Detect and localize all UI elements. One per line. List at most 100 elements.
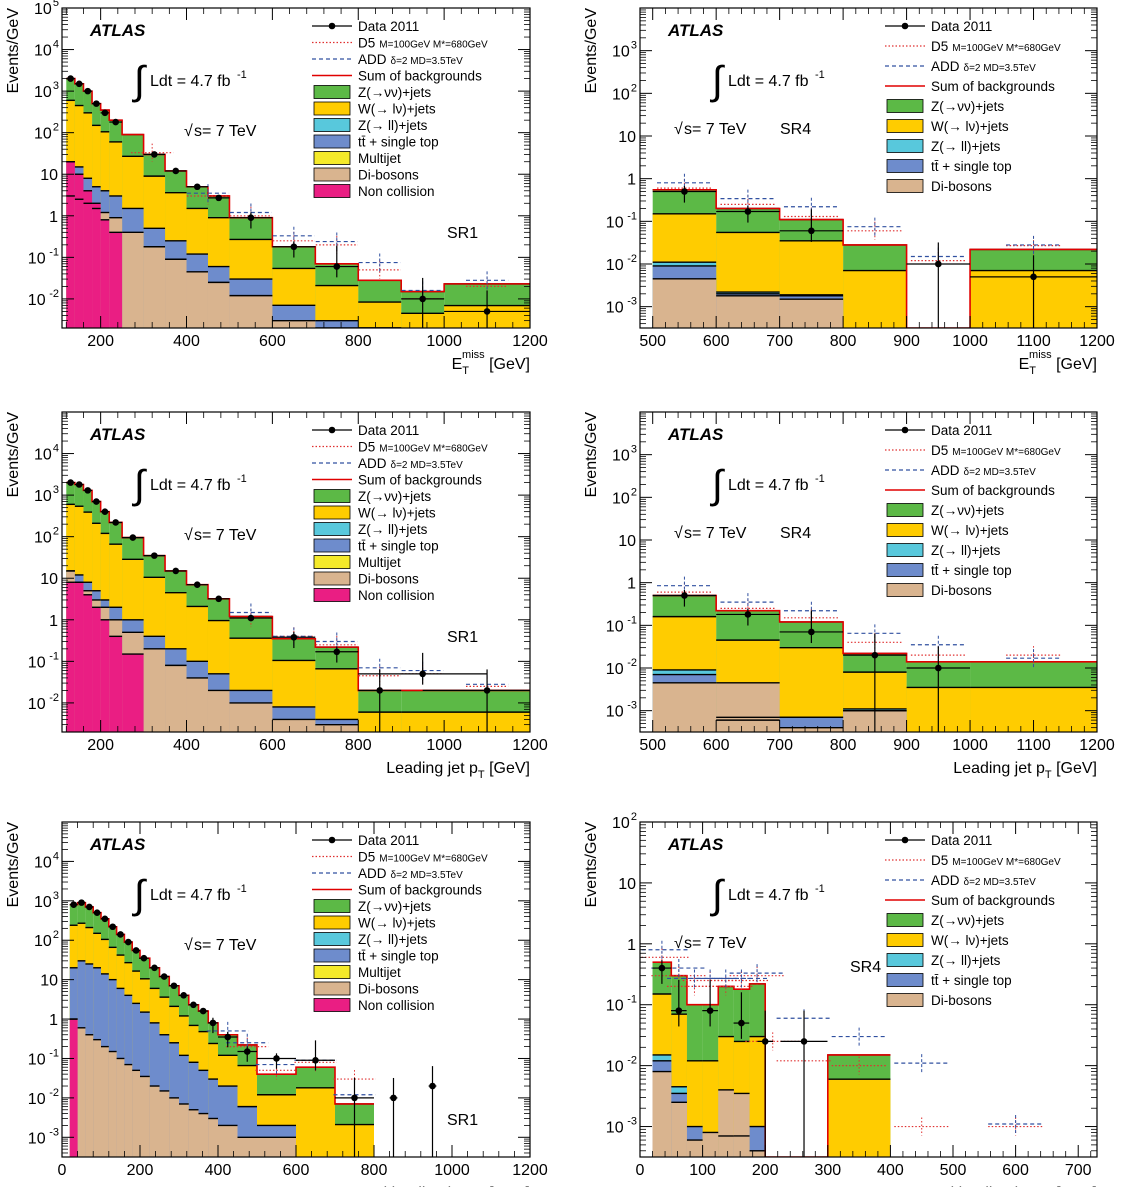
data-point: [247, 614, 255, 622]
y-tick-exponent: 2: [631, 82, 637, 94]
diboson-area: [272, 320, 316, 328]
y-tick-exponent: -2: [49, 288, 59, 300]
legend-label: Di-bosons: [931, 179, 992, 194]
legend-data-marker: [328, 22, 336, 30]
y-axis-label: Events/GeV: [583, 8, 600, 94]
diboson-area: [237, 1137, 257, 1157]
y-tick-exponent: -3: [627, 296, 637, 308]
y-tick-exponent: -1: [49, 1047, 59, 1059]
data-point: [151, 964, 158, 972]
diboson-area: [652, 682, 717, 732]
y-tick-exponent: -1: [627, 210, 637, 222]
diboson-area: [143, 648, 166, 732]
data-point: [93, 909, 101, 916]
noncollision-area: [74, 174, 84, 328]
diboson-area: [652, 278, 717, 328]
diboson-area: [207, 282, 230, 328]
x-axis-label: Leading jet pT [GeV]: [386, 760, 530, 781]
legend-swatch-diboson: [886, 583, 924, 597]
x-label-units: [GeV]: [1052, 760, 1097, 777]
integral-sign: ∫: [710, 463, 726, 507]
luminosity-exponent: -1: [815, 883, 825, 895]
y-tick-exponent: 2: [53, 122, 59, 134]
noncollision-area: [92, 607, 101, 732]
x-tick-label: 1000: [952, 737, 988, 754]
data-point: [808, 628, 815, 636]
legend-swatch-ttbar: [313, 948, 351, 963]
plot-area: [640, 940, 1044, 1157]
x-tick-label: 1200: [512, 737, 548, 754]
data-point: [132, 947, 140, 954]
x-axis: 200 400 600 800 1000 1200: [65, 412, 548, 754]
sqrt-sign: √: [674, 935, 683, 952]
atlas-label: ATLAS: [667, 835, 724, 854]
legend-swatch-multijet: [313, 555, 351, 569]
legend-swatch-zvv: [313, 85, 351, 99]
legend-label: Z(→ ll)+jets: [358, 118, 428, 133]
noncollision-area: [109, 232, 123, 328]
legend-label: Non collision: [358, 998, 435, 1013]
legend-small-label: M=100GeV M*=680GeV: [379, 854, 488, 865]
integral-sign: ∫: [132, 59, 148, 103]
data-point: [180, 992, 187, 999]
x-tick-label: 1000: [434, 1162, 470, 1179]
x-label-units: [GeV]: [485, 1185, 530, 1187]
y-tick-label: 10: [612, 448, 630, 465]
integral-sign: ∫: [132, 463, 148, 507]
annotations: ATLAS ∫Ldt = 4.7 fb -1 √s= 7 TeV SR4: [667, 835, 881, 976]
luminosity-label: Ldt = 4.7 fb: [150, 887, 231, 904]
integral-sign: ∫: [710, 873, 726, 917]
luminosity-label: Ldt = 4.7 fb: [150, 73, 231, 90]
legend-label: Non collision: [358, 184, 435, 199]
x-tick-label: 500: [639, 333, 666, 350]
data-point: [1030, 273, 1037, 281]
legend-label: Sum of backgrounds: [931, 893, 1055, 908]
diboson-area: [179, 1103, 189, 1157]
x-tick-label: 900: [893, 333, 920, 350]
plot-frame: [61, 7, 531, 329]
noncollision-area: [100, 219, 110, 328]
y-tick-exponent: 4: [53, 850, 59, 862]
noncollision-area: [83, 190, 93, 328]
diboson-area: [188, 1109, 199, 1157]
data-point: [84, 487, 92, 494]
data-point: [75, 481, 83, 488]
y-tick-exponent: 3: [631, 444, 637, 456]
legend-label: Z(→νν)+jets: [931, 503, 1004, 518]
legend-small-label: M=100GeV M*=680GeV: [379, 444, 488, 455]
luminosity-label: Ldt = 4.7 fb: [728, 887, 809, 904]
data-point: [273, 1055, 280, 1062]
data-point: [172, 167, 180, 175]
diboson-area: [779, 727, 844, 732]
legend-swatch-ttbar: [886, 563, 924, 577]
data-point: [151, 552, 158, 559]
y-tick-label: 1: [627, 937, 636, 954]
legend-label: Di-bosons: [931, 993, 992, 1008]
y-tick-label: 10: [28, 654, 46, 671]
data-point: [93, 100, 100, 107]
legend-label: Data 2011: [358, 19, 419, 34]
atlas-label: ATLAS: [667, 21, 724, 40]
diboson-area: [749, 1150, 766, 1157]
luminosity-label: Ldt = 4.7 fb: [728, 477, 809, 494]
x-tick-label: 600: [703, 737, 730, 754]
x-tick-label: 700: [766, 737, 793, 754]
x-label-superscript: miss: [1029, 349, 1052, 361]
legend-swatch-zll: [313, 522, 351, 536]
y-tick-label: 10: [40, 973, 58, 990]
legend-swatch-ttbar: [313, 538, 351, 553]
region-label: SR4: [850, 959, 881, 976]
y-tick-exponent: 3: [631, 40, 637, 52]
legend-swatch-noncoll: [313, 588, 351, 602]
legend-label: Z(→ ll)+jets: [931, 543, 1001, 558]
legend-label: Z(→νν)+jets: [931, 99, 1004, 114]
legend-label: Non collision: [358, 588, 435, 603]
diboson-area: [198, 1113, 209, 1157]
y-tick-label: 10: [40, 571, 58, 588]
diboson-area: [733, 1093, 750, 1157]
